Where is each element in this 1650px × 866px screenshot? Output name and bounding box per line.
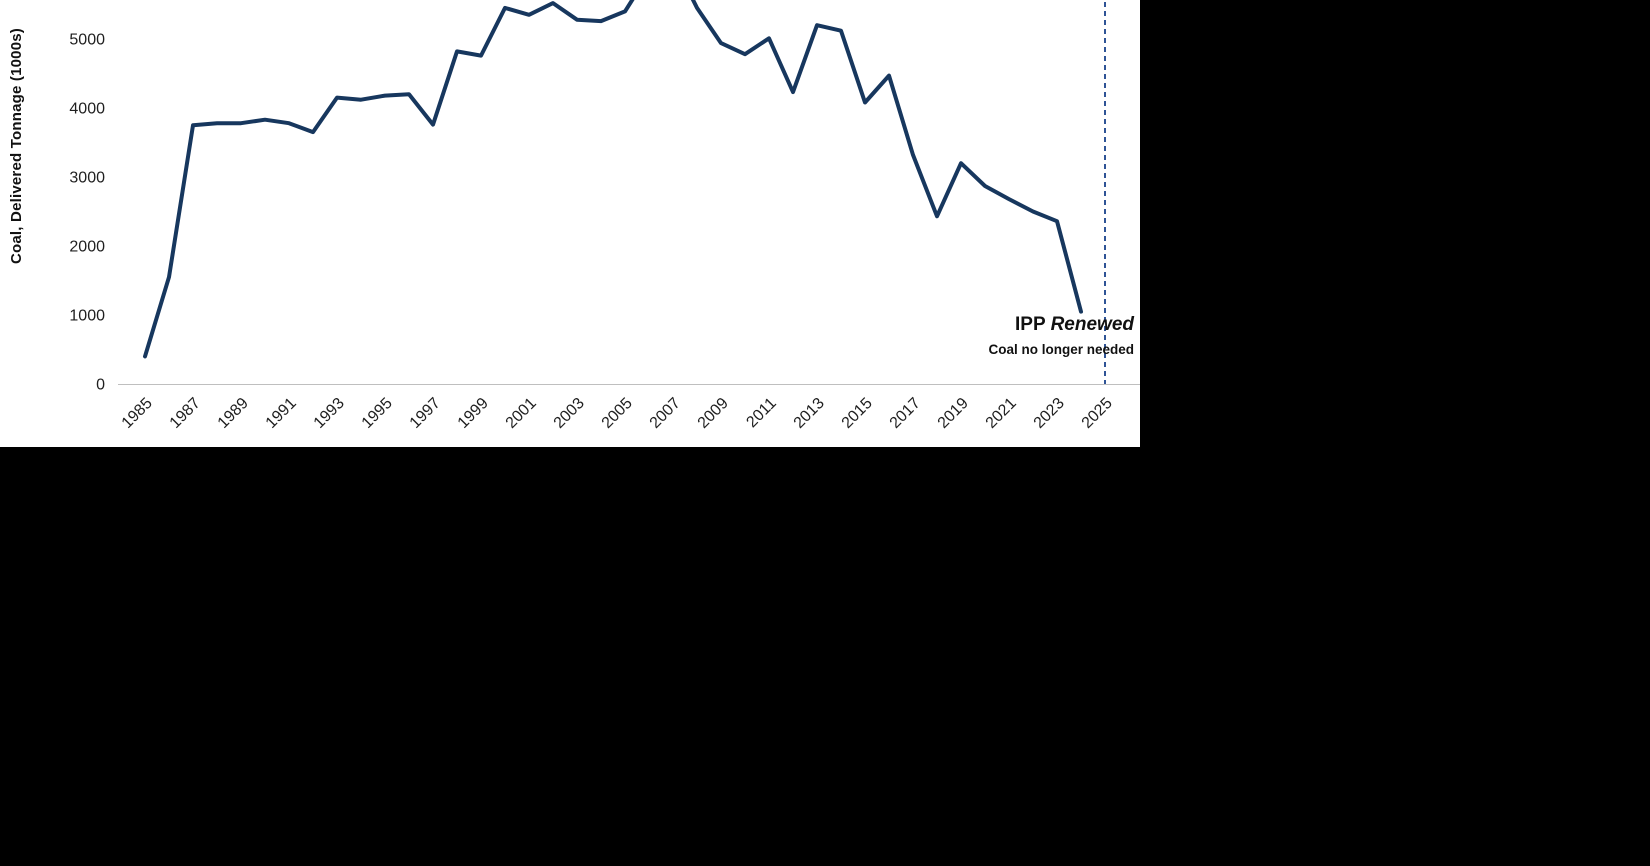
x-tick-label: 2011 [743,395,779,431]
series-line-coal-tonnage [143,0,1083,359]
x-tick-label: 2001 [503,395,540,432]
x-tick-label: 1985 [119,395,156,432]
x-tick-label: 1987 [167,395,204,432]
x-tick-label: 1999 [455,395,492,432]
x-tick-label: 2013 [791,395,828,432]
x-tick-label: 2025 [1079,395,1116,432]
x-tick-label: 2005 [599,395,636,432]
annotation-title-bold: IPP [1015,314,1046,335]
coal-tonnage-chart: 0 1000 2000 3000 4000 5000 1985 1987 1989 1991 199… [0,0,1140,447]
annotation-title: IPP Renewed [988,314,1134,336]
x-tick-label: 1993 [311,395,348,432]
annotation-block: IPP Renewed Coal no longer needed [988,314,1134,357]
x-tick-label: 2019 [935,395,972,432]
y-tick-label: 3000 [69,170,105,187]
y-tick-label: 2000 [69,239,105,256]
x-tick-label: 2003 [551,395,588,432]
x-tick-label: 2007 [647,395,684,432]
y-tick-label: 0 [96,377,105,394]
y-tick-label: 5000 [69,32,105,49]
chart-canvas: 0 1000 2000 3000 4000 5000 1985 1987 1989 1991 199… [69,0,1140,432]
y-axis-title: Coal, Delivered Tonnage (1000s) [8,28,25,264]
x-tick-label: 2009 [695,395,732,432]
annotation-subtitle: Coal no longer needed [988,342,1134,357]
x-tick-label: 1995 [359,395,396,432]
x-tick-label: 2023 [1031,395,1068,432]
x-tick-label: 2015 [839,395,876,432]
y-tick-label: 4000 [69,101,105,118]
x-tick-label: 1991 [263,395,300,432]
x-tick-label: 2021 [983,395,1020,432]
x-tick-label: 2017 [887,395,924,432]
y-tick-label: 1000 [69,308,105,325]
x-tick-label: 1989 [215,395,252,432]
x-tick-label: 1997 [407,395,444,432]
annotation-title-italic: Renewed [1050,314,1134,335]
